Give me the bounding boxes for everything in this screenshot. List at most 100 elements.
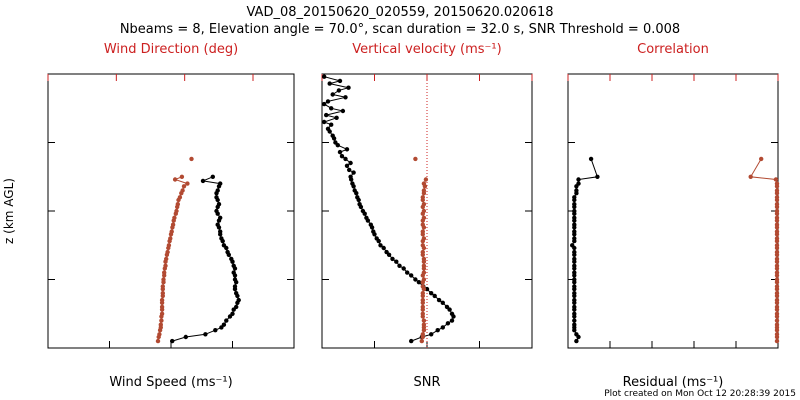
snr-data-point [390,256,395,262]
snr-data-point [413,156,418,162]
wind-data-point [183,334,188,340]
residual-panel: Correlation Residual (ms⁻¹) [567,42,780,390]
residual-data-point [572,229,577,234]
wind-data-point [216,202,222,207]
wind-data-point [215,222,220,227]
snr-data-point [330,133,335,138]
residual-data-point [774,202,780,207]
wind-data-point [158,322,163,327]
snr-data-point [421,256,427,262]
wind-data-point [231,270,236,275]
wind-data-point [170,222,176,227]
wind-data-point [165,249,170,255]
wind-data-point [219,236,224,241]
snr-data-point [346,85,351,90]
residual-panel-frame [567,73,779,349]
vertical-velocity-axis-label: Vertical velocity (ms⁻¹) [352,42,501,57]
residual-data-point [774,291,780,296]
wind-data-point [234,291,239,296]
snr-data-point [334,115,339,121]
snr-data-point [420,311,425,316]
snr-panel-frame [321,73,533,349]
wind-data-point [225,249,230,255]
snr-data-point [440,325,445,330]
snr-data-point [322,101,327,107]
residual-data-point [572,215,577,220]
snr-data-point [371,229,376,234]
snr-data-point [350,181,355,186]
residual-data-point [572,249,577,255]
wind-data-point [166,243,172,248]
snr-data-point [420,243,425,248]
wind-data-point [174,208,179,214]
snr-data-point [381,245,386,251]
snr-data-point [421,208,427,214]
residual-data-point [774,332,780,337]
residual-data-point [595,174,600,179]
snr-data-point [429,291,434,296]
residual-data-point [588,156,594,162]
snr-data-point [394,259,399,264]
wind-data-point [218,215,223,220]
residual-data-point [774,270,780,275]
wind-data-point [213,328,218,333]
snr-panel: Vertical velocity (ms⁻¹) SNR [321,42,533,390]
wind-data-point [159,311,165,316]
snr-data-point [364,215,369,220]
snr-data-point [322,74,327,79]
snr-data-point [348,160,353,166]
residual-data-point [774,195,780,200]
wind-data-point [181,184,187,189]
snr-data-point [423,177,429,182]
snr-data-point [360,208,366,214]
residual-data-point [572,322,577,327]
snr-data-point [420,291,425,296]
snr-data-point [421,181,427,186]
snr-data-point [340,108,346,114]
snr-data-point [421,263,427,268]
snr-data-point [421,322,427,327]
wind-data-point [232,277,238,282]
snr-data-point [429,332,434,337]
snr-data-point [419,338,424,344]
residual-data-point [774,263,780,268]
residual-data-point [570,243,575,248]
wind-data-point [232,284,238,289]
wind-panel-frame [47,73,295,349]
snr-data-point [384,249,389,255]
residual-data-point [774,188,780,193]
residual-data-point [774,304,780,310]
wind-data-point [224,318,229,323]
wind-data-point [229,256,234,262]
wind-data-point [170,338,175,344]
residual-data-point [572,208,577,214]
snr-data-point [420,304,425,310]
wind-data-point [162,270,167,275]
wind-data-point [164,256,169,262]
residual-data-point [572,222,577,227]
snr-data-point [435,328,440,333]
snr-bottom-series-line [322,76,455,342]
residual-data-point [774,318,780,323]
snr-data-point [337,78,343,84]
snr-data-point [420,332,425,337]
wind-data-point [172,177,178,182]
snr-data-point [444,304,450,310]
residual-data-point [572,263,577,268]
snr-data-point [409,273,414,278]
snr-data-point [337,149,343,155]
snr-data-point [421,270,427,275]
snr-data-point [440,300,445,305]
residual-data-point [774,256,780,262]
wind-data-point [159,304,165,310]
chart-title: VAD_08_20150620_020559, 20150620.020618 [247,5,554,20]
snr-data-point [352,188,357,193]
residual-data-point [774,297,780,303]
residual-data-point [576,181,581,186]
residual-data-point [572,311,577,316]
snr-data-point [355,195,360,200]
residual-data-point [774,229,780,234]
residual-top-series-line [749,158,778,342]
snr-data-point [336,88,342,93]
residual-data-point [774,249,780,255]
